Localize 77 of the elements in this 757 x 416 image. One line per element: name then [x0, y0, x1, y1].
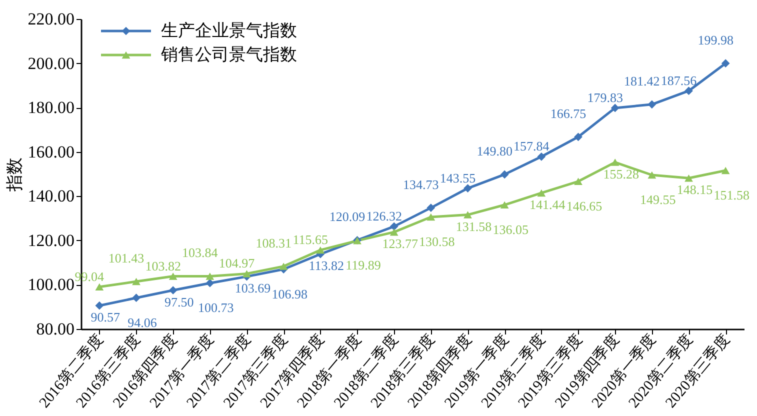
point: [316, 246, 325, 254]
point: [500, 170, 509, 179]
point: [721, 166, 730, 174]
point: [168, 286, 178, 294]
data-label: 94.06: [128, 314, 158, 330]
point: [279, 262, 288, 270]
data-label: 131.58: [456, 218, 492, 234]
point: [610, 104, 620, 112]
point: [500, 201, 509, 209]
data-label: 146.65: [566, 198, 602, 214]
data-label: 119.89: [346, 258, 381, 273]
data-label: 100.73: [198, 300, 234, 316]
point: [648, 100, 656, 109]
point: [574, 178, 582, 186]
y-tick-label: 80.00: [36, 320, 74, 338]
data-label: 106.98: [272, 286, 308, 302]
data-label: 149.80: [476, 143, 512, 158]
data-label: 149.55: [640, 192, 676, 207]
point: [206, 278, 214, 288]
data-label: 151.58: [714, 188, 750, 202]
data-label: 134.73: [403, 176, 439, 192]
point: [390, 222, 398, 231]
y-tick-label: 100.00: [28, 275, 74, 294]
data-label: 157.84: [514, 138, 550, 154]
data-label: 103.82: [145, 258, 181, 274]
data-label: 148.15: [676, 182, 713, 198]
point: [242, 270, 251, 278]
point: [464, 184, 472, 192]
point: [168, 272, 178, 280]
data-label: 155.28: [603, 166, 639, 182]
point: [390, 228, 398, 236]
point: [684, 86, 693, 96]
point: [537, 152, 546, 161]
y-tick-label: 180.00: [28, 98, 74, 118]
data-label: 90.57: [90, 310, 121, 325]
point: [426, 213, 436, 221]
point: [95, 283, 104, 290]
y-axis-title: 指数: [4, 158, 24, 192]
data-label: 143.55: [440, 170, 476, 186]
point: [721, 59, 730, 68]
y-tick-label: 200.00: [28, 54, 74, 73]
y-tick-label: 120.00: [28, 230, 74, 250]
data-label: 123.77: [382, 236, 418, 252]
data-label: 187.56: [660, 72, 698, 88]
data-label: 101.43: [108, 250, 144, 266]
y-tick-label: 220.00: [28, 10, 74, 28]
data-label: 166.75: [550, 106, 586, 121]
data-label: 103.69: [234, 280, 271, 296]
y-tick-label: 160.00: [28, 142, 74, 162]
point: [132, 278, 140, 286]
legend-label: 销售公司景气指数: [160, 45, 297, 64]
data-label: 113.82: [308, 258, 344, 274]
point: [132, 294, 140, 302]
data-label: 179.83: [587, 90, 623, 105]
point: [464, 211, 472, 218]
point: [648, 171, 656, 179]
point: [206, 272, 214, 280]
data-label: 97.50: [164, 294, 194, 310]
y-tick-label: 140.00: [28, 186, 74, 206]
data-label: 181.42: [624, 73, 660, 88]
data-label: 130.58: [419, 234, 455, 249]
point: [610, 158, 620, 166]
point: [574, 132, 582, 142]
data-label: 136.05: [492, 222, 528, 237]
data-label: 104.97: [218, 256, 256, 271]
data-label: 108.31: [256, 235, 292, 250]
data-label: 199.98: [698, 32, 734, 48]
data-label: 115.65: [292, 232, 328, 248]
data-label: 103.84: [182, 245, 218, 260]
data-label: 141.44: [530, 196, 566, 212]
point: [684, 174, 693, 182]
point: [426, 204, 436, 212]
data-label: 126.32: [366, 208, 402, 224]
data-label: 120.09: [329, 209, 366, 224]
point: [95, 301, 104, 310]
legend-label: 生产企业景气指数: [161, 21, 297, 40]
point: [537, 189, 546, 197]
